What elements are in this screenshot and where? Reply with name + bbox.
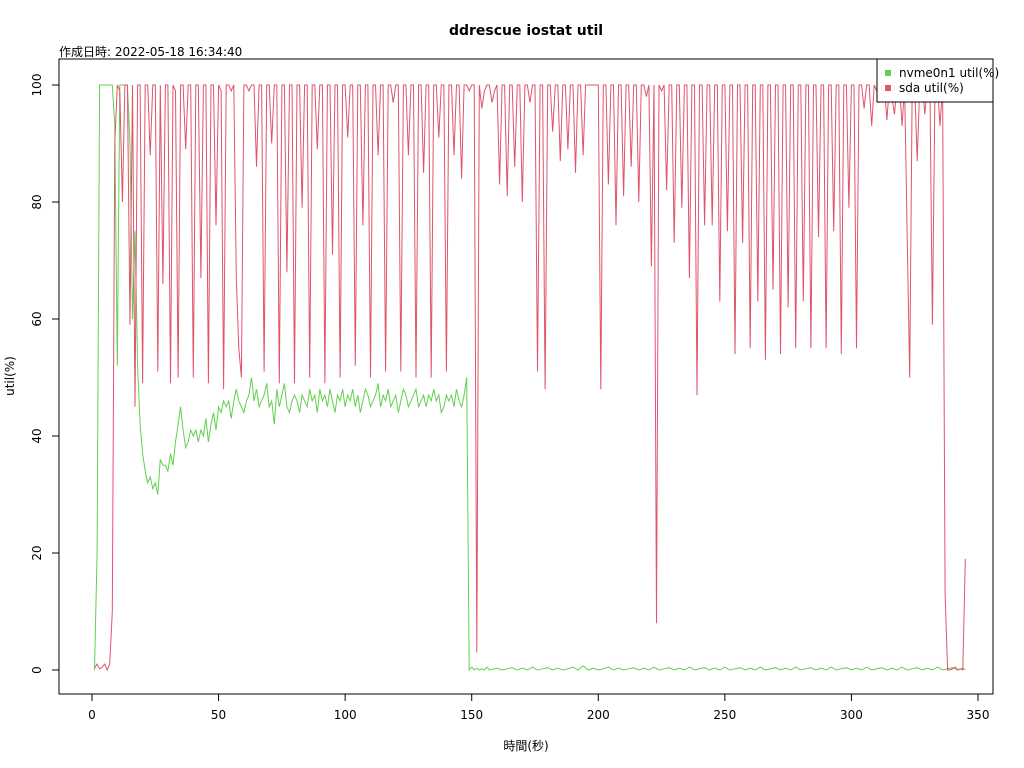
x-tick-label: 50 xyxy=(211,708,226,722)
x-axis-label: 時間(秒) xyxy=(503,739,548,753)
y-tick-label: 20 xyxy=(30,545,44,560)
x-tick-label: 150 xyxy=(460,708,483,722)
series-line-nvme0n1 xyxy=(94,84,966,672)
series-line-sda xyxy=(94,84,966,672)
legend-label-nvme0n1: nvme0n1 util(%) xyxy=(899,66,999,80)
legend-swatch-nvme0n1 xyxy=(885,70,891,76)
x-tick-label: 350 xyxy=(967,708,990,722)
y-axis-label: util(%) xyxy=(3,356,17,396)
series-layer xyxy=(94,84,966,672)
x-tick-label: 300 xyxy=(840,708,863,722)
x-tick-label: 250 xyxy=(713,708,736,722)
x-tick-label: 200 xyxy=(587,708,610,722)
y-tick-label: 100 xyxy=(30,74,44,97)
x-tick-label: 0 xyxy=(88,708,96,722)
legend-box xyxy=(876,58,994,103)
x-axis: 0 50 100 150 200 250 300 350 xyxy=(88,693,990,722)
y-tick-label: 40 xyxy=(30,428,44,443)
y-tick-label: 0 xyxy=(30,666,44,674)
y-tick-label: 60 xyxy=(30,311,44,326)
x-tick-label: 100 xyxy=(334,708,357,722)
legend: nvme0n1 util(%) sda util(%) xyxy=(876,58,999,103)
legend-label-sda: sda util(%) xyxy=(899,81,964,95)
y-axis: 0 20 40 60 80 100 xyxy=(30,74,60,674)
y-tick-label: 80 xyxy=(30,194,44,209)
chart-subtitle: 作成日時: 2022-05-18 16:34:40 xyxy=(59,45,242,59)
chart-title: ddrescue iostat util xyxy=(449,23,603,39)
legend-swatch-sda xyxy=(885,85,891,91)
